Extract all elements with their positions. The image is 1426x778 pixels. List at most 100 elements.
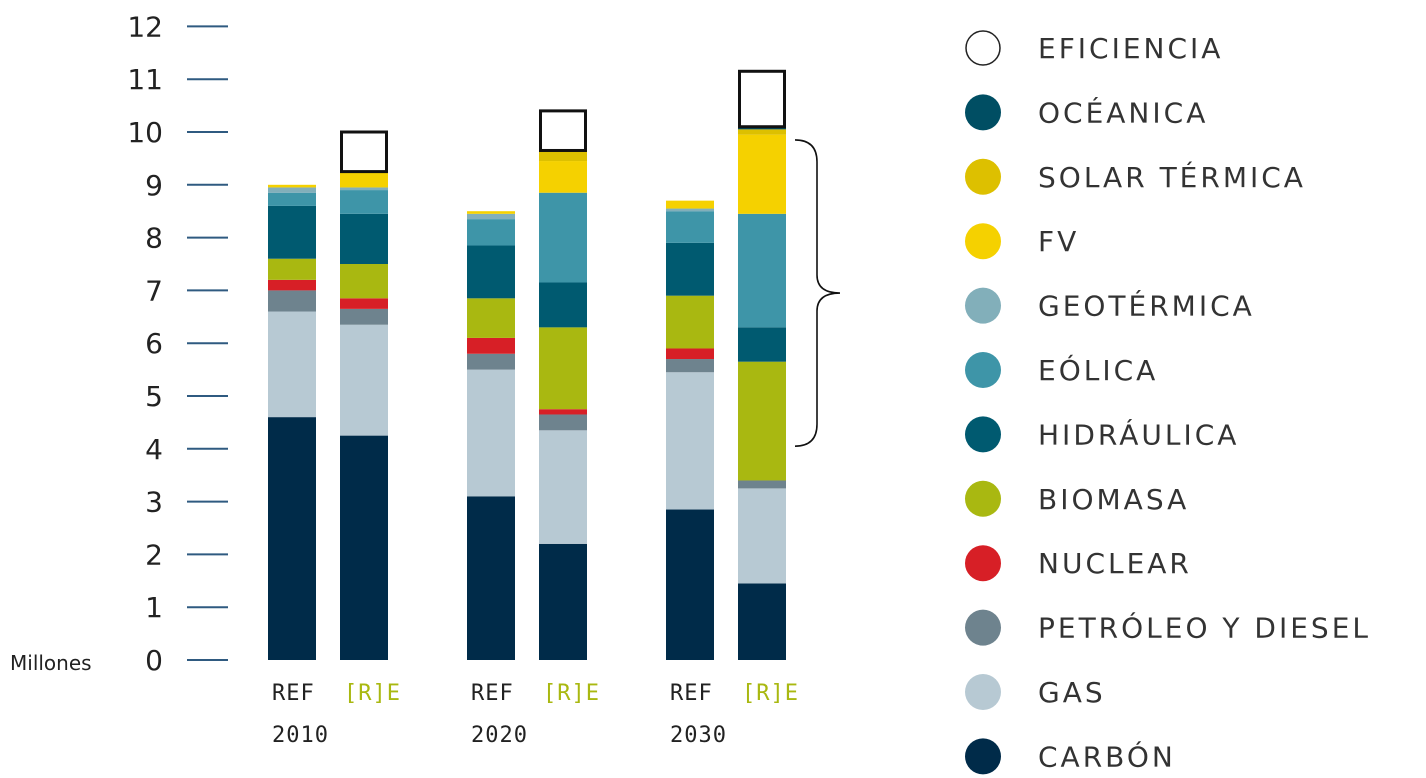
year-label: 2010 <box>272 723 329 748</box>
legend-item: EÓLICA <box>965 352 1158 388</box>
legend-swatch <box>965 738 1001 774</box>
legend-item: FV <box>965 223 1079 259</box>
legend-swatch <box>965 481 1001 517</box>
bar-segment <box>539 150 587 161</box>
legend-swatch <box>965 288 1001 324</box>
category-labels: REF 2010 [R]E REF 2020 [R]E REF 2030 [R]E <box>272 681 799 748</box>
y-tick-label: 5 <box>145 380 163 413</box>
bar-segment <box>738 135 786 214</box>
bar-segment <box>268 185 316 188</box>
bars-group <box>268 71 786 660</box>
legend-swatch <box>966 31 1000 65</box>
y-tick-label: 2 <box>145 538 163 571</box>
bar-segment <box>666 209 714 212</box>
legend-item: PETRÓLEO Y DIESEL <box>965 610 1371 646</box>
bar-segment <box>666 211 714 243</box>
bar-segment <box>340 172 388 188</box>
year-label: 2030 <box>670 723 727 748</box>
bar-segment <box>539 544 587 660</box>
bar-segment <box>467 496 515 660</box>
bar-segment <box>268 187 316 192</box>
bar-segment <box>467 354 515 370</box>
bar-segment <box>268 290 316 311</box>
legend-item: BIOMASA <box>965 481 1189 517</box>
bar-segment <box>268 280 316 291</box>
legend-item: GAS <box>965 674 1106 710</box>
y-tick-label: 4 <box>145 433 163 466</box>
y-tick-label: 9 <box>145 169 163 202</box>
bar-segment <box>268 193 316 206</box>
bar-segment <box>340 214 388 264</box>
scenario-label: REF <box>471 681 514 706</box>
bar-segment <box>467 214 515 219</box>
bar-segment <box>340 309 388 325</box>
bar-segment <box>268 312 316 418</box>
legend-swatch <box>965 610 1001 646</box>
y-tick-label: 1 <box>145 591 163 624</box>
legend-label: CARBÓN <box>1038 739 1176 773</box>
legend-swatch <box>965 416 1001 452</box>
scenario-label: [R]E <box>543 681 600 706</box>
legend-item: OCÉANICA <box>965 94 1208 130</box>
legend-swatch <box>965 545 1001 581</box>
bar-segment <box>340 264 388 298</box>
legend-swatch <box>965 94 1001 130</box>
y-tick-label: 8 <box>145 222 163 255</box>
legend-swatch <box>965 223 1001 259</box>
bar-segment <box>467 298 515 338</box>
legend-item: HIDRÁULICA <box>965 416 1239 452</box>
biomass-to-ocean-brace <box>795 140 840 446</box>
legend-label: SOLAR TÉRMICA <box>1038 160 1306 194</box>
bar-segment <box>467 211 515 214</box>
scenario-label: REF <box>272 681 315 706</box>
y-tick-label: 12 <box>127 10 163 43</box>
bar-segment <box>666 359 714 372</box>
y-tick-label: 10 <box>127 116 163 149</box>
legend-label: BIOMASA <box>1038 483 1189 516</box>
bar-segment <box>666 201 714 209</box>
bar-segment <box>541 111 586 151</box>
legend-swatch <box>965 159 1001 195</box>
bar-segment <box>539 414 587 430</box>
bar-segment <box>738 214 786 328</box>
bar-segment <box>539 193 587 283</box>
bar-segment <box>340 436 388 660</box>
bar-segment <box>340 325 388 436</box>
bar-segment <box>340 187 388 190</box>
legend-label: EFICIENCIA <box>1038 32 1223 65</box>
legend-item: NUCLEAR <box>965 545 1192 581</box>
bar-segment <box>740 71 785 126</box>
bar-segment <box>738 480 786 488</box>
bar-segment <box>467 338 515 354</box>
bar-segment <box>467 246 515 299</box>
bar-segment <box>268 259 316 280</box>
bar-segment <box>268 417 316 660</box>
bar-segment <box>539 409 587 414</box>
bar-segment <box>666 243 714 296</box>
y-tick-label: 7 <box>145 274 163 307</box>
bar-segment <box>467 219 515 245</box>
legend-label: OCÉANICA <box>1038 95 1208 129</box>
bar-segment <box>539 282 587 327</box>
legend-item: GEOTÉRMICA <box>965 288 1255 324</box>
bar-segment <box>342 132 387 172</box>
y-tick-label: 3 <box>145 486 163 519</box>
legend-label: NUCLEAR <box>1038 547 1192 580</box>
legend-label: GAS <box>1038 676 1106 709</box>
bar-segment <box>467 370 515 497</box>
bar-segment <box>738 129 786 134</box>
legend-item: EFICIENCIA <box>966 31 1223 65</box>
legend: EFICIENCIA OCÉANICA SOLAR TÉRMICA FV GEOTÉRM… <box>965 31 1371 774</box>
bar-segment <box>666 510 714 660</box>
legend-label: GEOTÉRMICA <box>1038 289 1255 323</box>
bar-segment <box>539 430 587 544</box>
bar-segment <box>738 583 786 660</box>
legend-label: HIDRÁULICA <box>1038 417 1239 451</box>
bar-segment <box>268 206 316 259</box>
legend-swatch <box>965 352 1001 388</box>
y-tick-label: 11 <box>127 63 163 96</box>
legend-label: PETRÓLEO Y DIESEL <box>1038 611 1371 645</box>
bar-segment <box>340 298 388 309</box>
